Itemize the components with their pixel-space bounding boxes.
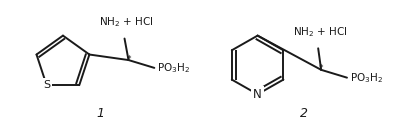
Text: PO$_3$H$_2$: PO$_3$H$_2$	[350, 71, 383, 85]
Text: *: *	[319, 64, 324, 73]
Text: NH$_2$ + HCl: NH$_2$ + HCl	[99, 15, 154, 29]
Text: 1: 1	[97, 107, 105, 120]
Text: *: *	[126, 55, 131, 64]
Text: NH$_2$ + HCl: NH$_2$ + HCl	[293, 25, 348, 38]
Text: S: S	[43, 80, 50, 90]
Text: PO$_3$H$_2$: PO$_3$H$_2$	[157, 61, 190, 75]
Text: N: N	[253, 88, 262, 101]
Text: 2: 2	[300, 107, 308, 120]
